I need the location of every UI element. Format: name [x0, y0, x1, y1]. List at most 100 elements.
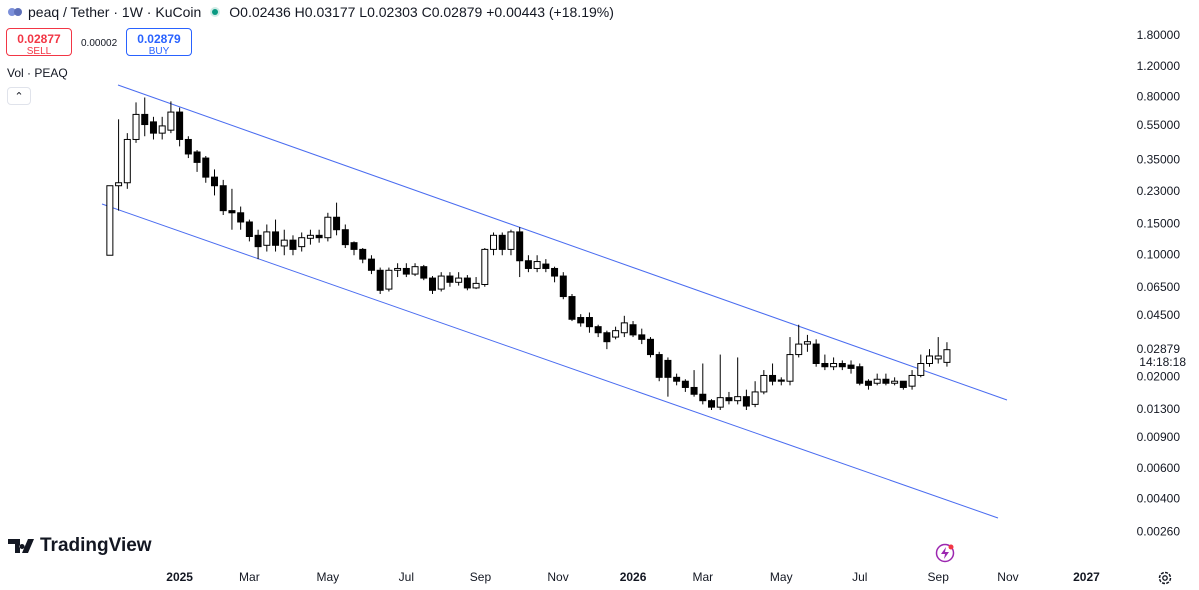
trend-line-lower — [101, 203, 999, 519]
settings-icon[interactable] — [1157, 570, 1173, 586]
candle-body — [891, 380, 899, 384]
candle-body — [245, 221, 253, 238]
y-tick-label: 0.23000 — [1137, 184, 1181, 198]
sell-label: SELL — [26, 46, 52, 57]
brand-name: TradingView — [40, 535, 152, 556]
candle-body — [289, 239, 297, 250]
candle-body — [202, 157, 210, 178]
x-tick-label: Sep — [470, 570, 492, 584]
candle-body — [376, 269, 384, 291]
candle-body — [481, 248, 489, 285]
volume-label: Vol · PEAQ — [7, 66, 68, 80]
candle-body — [524, 260, 532, 269]
y-tick-label: 0.06500 — [1137, 280, 1181, 294]
open-value: 0.02436 — [240, 4, 291, 20]
candle-body — [559, 275, 567, 298]
candle-body — [864, 380, 872, 386]
y-tick-label: 0.02000 — [1137, 370, 1181, 384]
close-value: 0.02879 — [431, 4, 483, 20]
candle-body — [638, 334, 646, 340]
y-tick-label: 0.15000 — [1137, 217, 1181, 231]
x-tick-label: May — [770, 570, 793, 584]
x-tick-label: Mar — [692, 570, 713, 584]
candle-body — [411, 266, 419, 275]
y-tick-label: 0.00400 — [1137, 492, 1181, 506]
symbol-icon — [8, 8, 22, 16]
y-tick-label: 0.55000 — [1137, 118, 1181, 132]
candle-body — [394, 267, 402, 271]
x-tick-label: Jul — [852, 570, 867, 584]
candle-body — [437, 275, 445, 290]
candle-body — [533, 261, 541, 269]
candle-body — [167, 111, 175, 131]
candle-body — [620, 322, 628, 334]
last-price-label: 0.02879 — [1137, 342, 1181, 356]
open-label: O — [229, 4, 241, 20]
candle-body — [751, 391, 759, 405]
buy-label: BUY — [148, 46, 170, 57]
candle-body — [219, 185, 227, 212]
candle-body — [882, 378, 890, 384]
buy-button[interactable]: 0.02879 BUY — [126, 28, 192, 57]
candle-body — [367, 258, 375, 271]
candle-body — [237, 212, 245, 223]
candle-body — [149, 121, 157, 134]
candle-body — [742, 396, 750, 407]
candle-body — [324, 216, 332, 239]
candle-body — [786, 354, 794, 382]
candle-body — [193, 151, 201, 163]
y-tick-label: 0.04500 — [1137, 308, 1181, 322]
candle-body — [577, 317, 585, 324]
symbol[interactable]: peaq / Tether · 1W · KuCoin — [28, 4, 202, 20]
candle-body — [516, 231, 524, 262]
buy-price: 0.02879 — [137, 32, 181, 46]
candle-body — [673, 376, 681, 382]
candle-body — [315, 234, 323, 239]
y-tick-label: 0.10000 — [1137, 247, 1181, 261]
candle-body — [158, 125, 166, 134]
candle-body — [341, 229, 349, 246]
candle-body — [777, 379, 785, 382]
collapse-button[interactable]: ⌃ — [7, 87, 31, 105]
candle-body — [708, 400, 716, 408]
candle-body — [263, 231, 271, 246]
candle-body — [716, 397, 724, 408]
candle-body — [542, 263, 550, 269]
y-tick-label: 0.80000 — [1137, 90, 1181, 104]
candle-body — [141, 113, 149, 126]
candle-body — [856, 366, 864, 384]
candle-body — [585, 317, 593, 328]
candle-body — [280, 239, 288, 247]
y-tick-label: 0.00600 — [1137, 461, 1181, 475]
sell-button[interactable]: 0.02877 SELL — [6, 28, 72, 57]
candle-body — [106, 185, 114, 256]
candle-body — [472, 282, 480, 289]
y-tick-label: 0.01300 — [1137, 402, 1181, 416]
sell-price: 0.02877 — [17, 32, 61, 46]
candle-body — [646, 338, 654, 356]
candle-body — [254, 234, 262, 248]
x-tick-label: 2027 — [1073, 570, 1100, 584]
candle-body — [795, 343, 803, 356]
x-tick-label: Nov — [997, 570, 1018, 584]
candle-body — [838, 362, 846, 368]
candle-body — [306, 234, 314, 239]
candle-body — [830, 362, 838, 368]
close-label: C — [421, 4, 432, 20]
candle-body — [333, 216, 341, 231]
candle-body — [490, 234, 498, 250]
candle-body — [603, 332, 611, 343]
brand-logo — [8, 539, 34, 553]
y-tick-label: 1.80000 — [1137, 28, 1181, 42]
candle-body — [176, 111, 184, 140]
x-tick-label: Nov — [547, 570, 568, 584]
candle-body — [725, 397, 733, 402]
candle-body — [446, 275, 454, 283]
alert-icon[interactable] — [935, 543, 955, 563]
candle-body — [847, 364, 855, 369]
candle-body — [594, 326, 602, 334]
x-tick-label: Mar — [239, 570, 260, 584]
candle-body — [664, 359, 672, 378]
candle-body — [551, 267, 559, 277]
